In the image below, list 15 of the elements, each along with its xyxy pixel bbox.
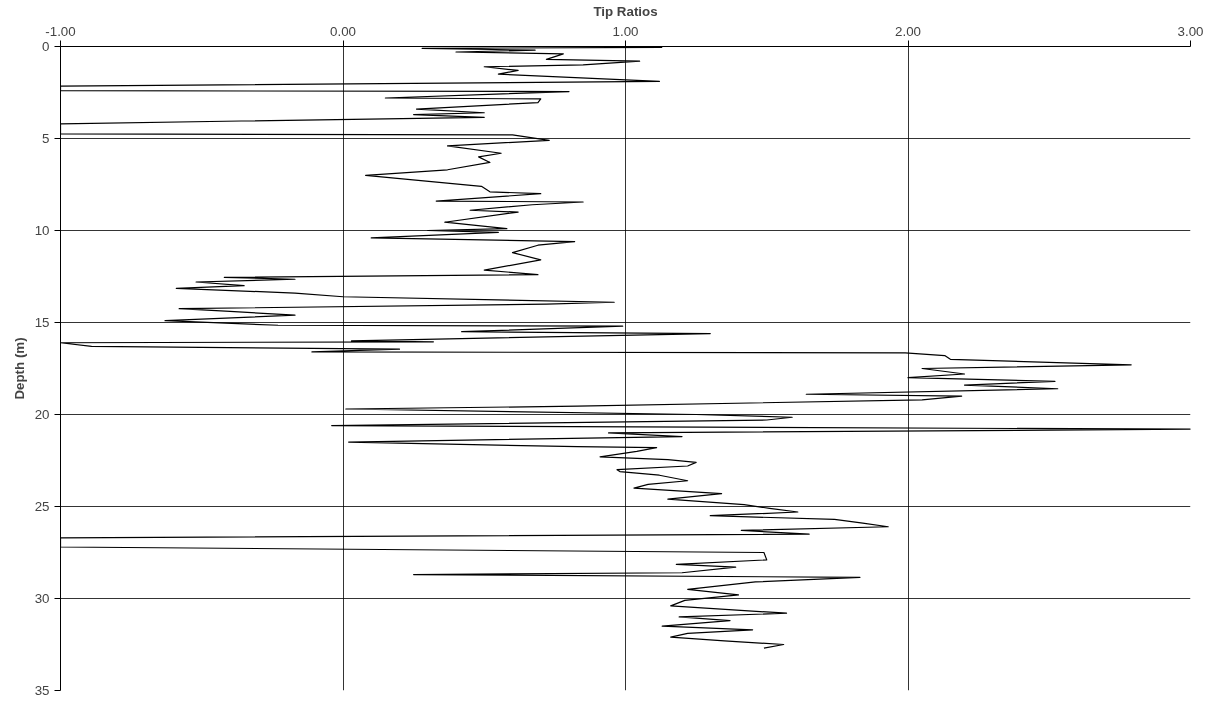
y-tick-label: 25 [34, 499, 50, 514]
x-tick-label: 1.00 [612, 23, 639, 39]
x-tick-label: -1.00 [45, 23, 76, 39]
y-tick-label: 15 [34, 315, 50, 330]
x-tick-label: 0.00 [330, 23, 356, 39]
y-tick-label: 5 [42, 131, 50, 146]
y-tick-label: 20 [34, 407, 50, 422]
y-axis-title: Depth (m) [11, 337, 27, 400]
x-axis-title: Tip Ratios [593, 3, 658, 19]
y-tick-label: 10 [34, 223, 50, 238]
y-tick-label: 30 [34, 591, 50, 606]
x-tick-label: 2.00 [895, 23, 921, 39]
y-tick-label: 0 [42, 39, 50, 54]
x-tick-label: 3.00 [1177, 23, 1204, 39]
y-tick-label: 35 [34, 683, 50, 698]
